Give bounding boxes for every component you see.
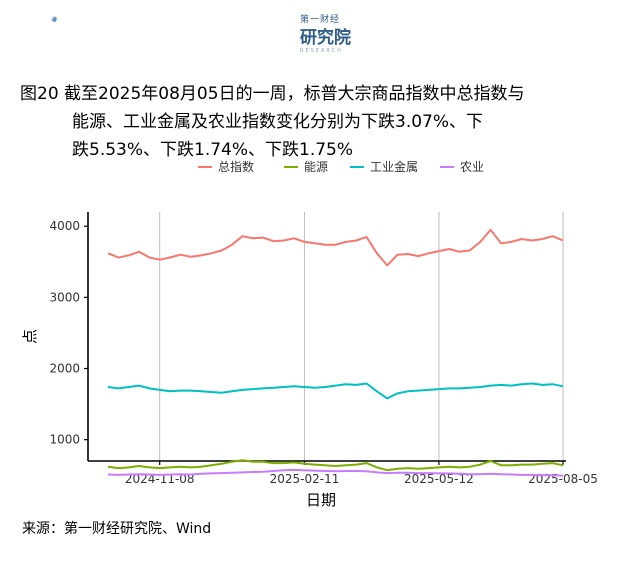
source-note: 来源：第一财经研究院、Wind (22, 521, 212, 537)
x-tick-label: 2024-11-08 (125, 472, 195, 486)
x-tick-label: 2025-02-11 (270, 472, 340, 486)
figure-title-line-1: 图20 截至2025年08月05日的一周，标普大宗商品指数中总指数与 (20, 84, 525, 104)
y-tick-label: 4000 (49, 219, 80, 233)
figure-title-line-2: 能源、工业金属及农业指数变化分别为下跌3.07%、下 (72, 112, 484, 132)
logo-big-text: 研究院 (300, 28, 351, 48)
logo-sub-text: RESEARCH (300, 48, 343, 54)
figure-title-line-3: 跌5.53%、下跌1.74%、下跌1.75% (72, 140, 354, 160)
legend-label-agri: 农业 (460, 160, 484, 174)
logo-small-text: 第一财经 (300, 15, 341, 25)
logo (50, 15, 58, 23)
series-line-agri (107, 468, 564, 477)
x-axis-title: 日期 (306, 491, 336, 509)
series-line-total (107, 228, 564, 267)
logo-text: 第一财经 研究院 RESEARCH (300, 12, 351, 54)
legend-label-energy: 能源 (304, 160, 328, 174)
y-tick-label: 2000 (49, 362, 80, 376)
legend: 总指数 能源 工业金属 农业 (198, 159, 484, 174)
y-tick-label: 1000 (49, 433, 80, 447)
legend-label-total: 总指数 (218, 159, 254, 174)
y-axis-title: 点 (21, 329, 39, 344)
legend-label-metals: 工业金属 (370, 159, 418, 174)
y-tick-label: 3000 (49, 290, 80, 304)
x-tick-label: 2025-05-12 (404, 472, 474, 486)
figure-title: 图20 截至2025年08月05日的一周，标普大宗商品指数中总指数与 能源、工业… (20, 80, 620, 164)
series-line-energy (107, 459, 564, 472)
series-line-metals (107, 382, 564, 400)
logo-mark-icon (50, 15, 58, 23)
